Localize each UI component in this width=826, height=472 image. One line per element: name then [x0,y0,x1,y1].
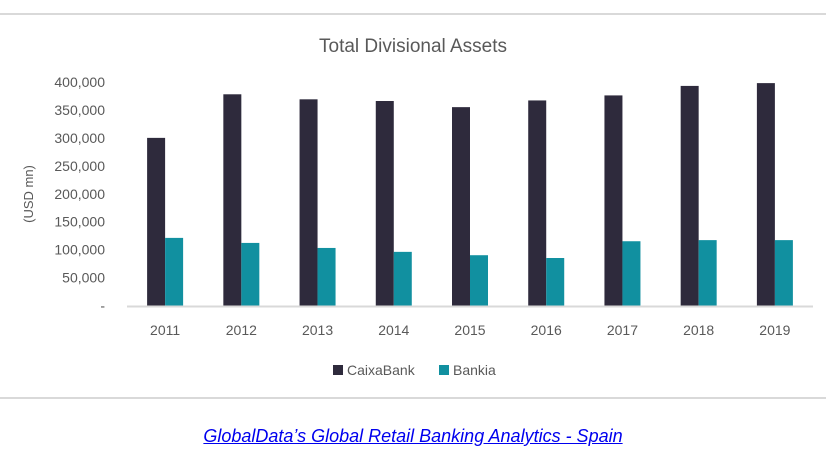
bar-bankia-2018 [698,240,717,306]
bar-caixabank-2014 [375,100,394,306]
y-tick-label: 300,000 [54,130,105,146]
x-tick-label: 2018 [683,322,714,338]
bar-caixabank-2011 [147,137,166,306]
bar-bankia-2012 [241,242,260,306]
bar-caixabank-2018 [680,85,699,306]
legend-label-bankia: Bankia [453,362,496,378]
bar-bankia-2019 [774,240,793,306]
legend-swatch-caixabank [333,365,343,375]
bar-bankia-2015 [470,255,488,306]
y-tick-label: 350,000 [54,102,105,118]
top-divider [0,13,826,15]
bar-bankia-2011 [165,237,184,306]
x-tick-label: 2015 [454,322,485,338]
y-tick-label: - [100,298,105,314]
x-tick-label: 2011 [150,322,180,338]
legend-label-caixabank: CaixaBank [347,362,416,378]
bar-caixabank-2017 [604,95,623,306]
bar-caixabank-2013 [299,99,318,306]
x-tick-label: 2014 [378,322,409,338]
x-tick-label: 2019 [759,322,790,338]
bar-bankia-2014 [393,251,412,306]
x-tick-label: 2013 [302,322,333,338]
x-tick-label: 2016 [531,322,562,338]
bar-bankia-2013 [317,247,336,306]
y-axis-label: (USD mn) [21,165,36,223]
x-tick-label: 2017 [607,322,638,338]
bar-caixabank-2016 [528,100,547,306]
source-link[interactable]: GlobalData’s Global Retail Banking Analy… [203,426,623,446]
y-tick-label: 50,000 [62,270,105,286]
y-tick-label: 200,000 [54,186,105,202]
legend-swatch-bankia [439,365,449,375]
y-tick-label: 250,000 [54,158,105,174]
bar-caixabank-2019 [756,83,775,306]
bar-bankia-2017 [622,241,641,306]
x-tick-label: 2012 [226,322,257,338]
bar-chart: Total Divisional Assets (USD mn) - 50,000 10… [21,36,813,378]
bar-bankia-2016 [546,258,565,306]
y-tick-label: 150,000 [54,214,105,230]
bar-caixabank-2015 [452,107,470,306]
bar-caixabank-2012 [223,94,242,306]
chart-title: Total Divisional Assets [319,36,507,57]
y-tick-label: 400,000 [54,74,105,90]
y-tick-label: 100,000 [54,242,105,258]
bottom-divider [0,397,826,399]
